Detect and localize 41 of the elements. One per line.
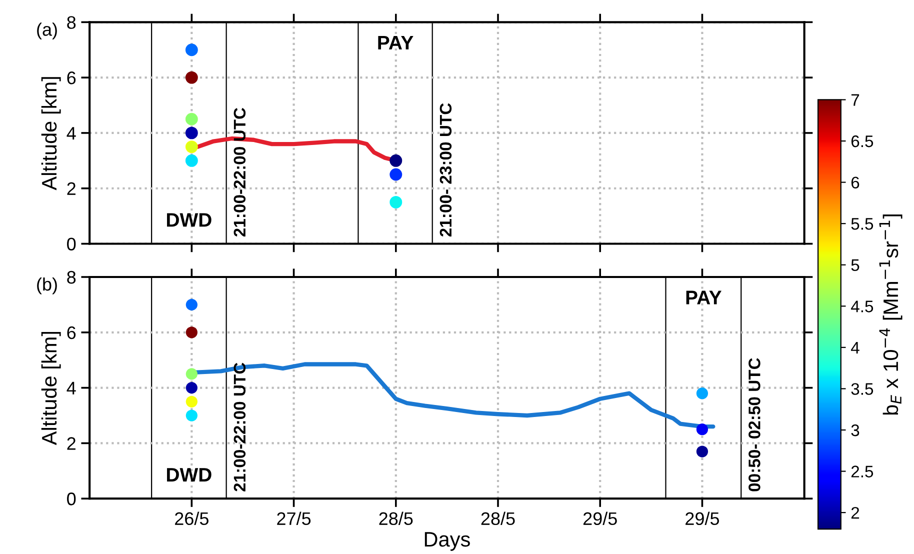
annotation: 21:00-22:00 UTC (234, 362, 246, 492)
x-tick-label: 29/5 (686, 512, 720, 526)
x-tick-label: 27/5 (277, 512, 311, 526)
color-bar-label: 4.5 (850, 300, 874, 312)
y-tick-label: 0 (67, 238, 76, 250)
annotation: 00:50- 02:50 UTC (748, 358, 760, 492)
x-tick-label: 29/5 (583, 512, 617, 526)
color-bar-label: 5 (851, 259, 860, 272)
y-tick-label: 2 (67, 182, 76, 195)
y-tick-label: 6 (67, 71, 76, 84)
band-label: PAY (378, 36, 414, 50)
y-tick-label: 8 (67, 270, 76, 284)
chart-title: (a) (37, 22, 57, 40)
color-bar-label: 4 (850, 342, 860, 354)
text: b$_{E}$ x 10$^{−4}$ [Mm$^{−1}$sr$^{−1}$] (879, 214, 902, 415)
color-bar-label: 7 (851, 94, 860, 106)
y-tick-label: 8 (67, 16, 76, 29)
y-tick-label: 0 (67, 492, 76, 506)
y-tick-label: 4 (66, 382, 76, 394)
color-bar-label: 2.5 (851, 466, 874, 478)
color-bar-label: 3 (851, 424, 860, 436)
y-tick-label: 4 (66, 127, 76, 140)
color-bar-label: 5.5 (851, 218, 874, 230)
color-bar-label: 3.5 (851, 383, 874, 395)
x-axis-title: Days (424, 532, 470, 551)
band-label: PAY (686, 290, 722, 304)
x-tick-label: 28/5 (481, 512, 515, 526)
y-tick-label: 2 (67, 437, 76, 450)
color-bar-label: 6.5 (851, 135, 874, 148)
band-label: DWD (167, 213, 212, 227)
x-tick-label: 26/5 (175, 512, 208, 526)
y-tick-label: 6 (67, 326, 76, 340)
chart-title: (b) (37, 277, 57, 294)
color-bar-label: 2 (851, 506, 860, 519)
band-label: DWD (167, 468, 212, 482)
annotation: 21:00-22:00 UTC (234, 108, 246, 237)
y-axis-title: Altitude [km] (41, 77, 61, 190)
x-tick-label: 28/5 (379, 512, 413, 526)
color-bar-label: 6 (851, 176, 860, 188)
y-axis-title: Altitude [km] (41, 332, 61, 446)
annotation: 21:00- 23:00 UTC (440, 103, 452, 237)
